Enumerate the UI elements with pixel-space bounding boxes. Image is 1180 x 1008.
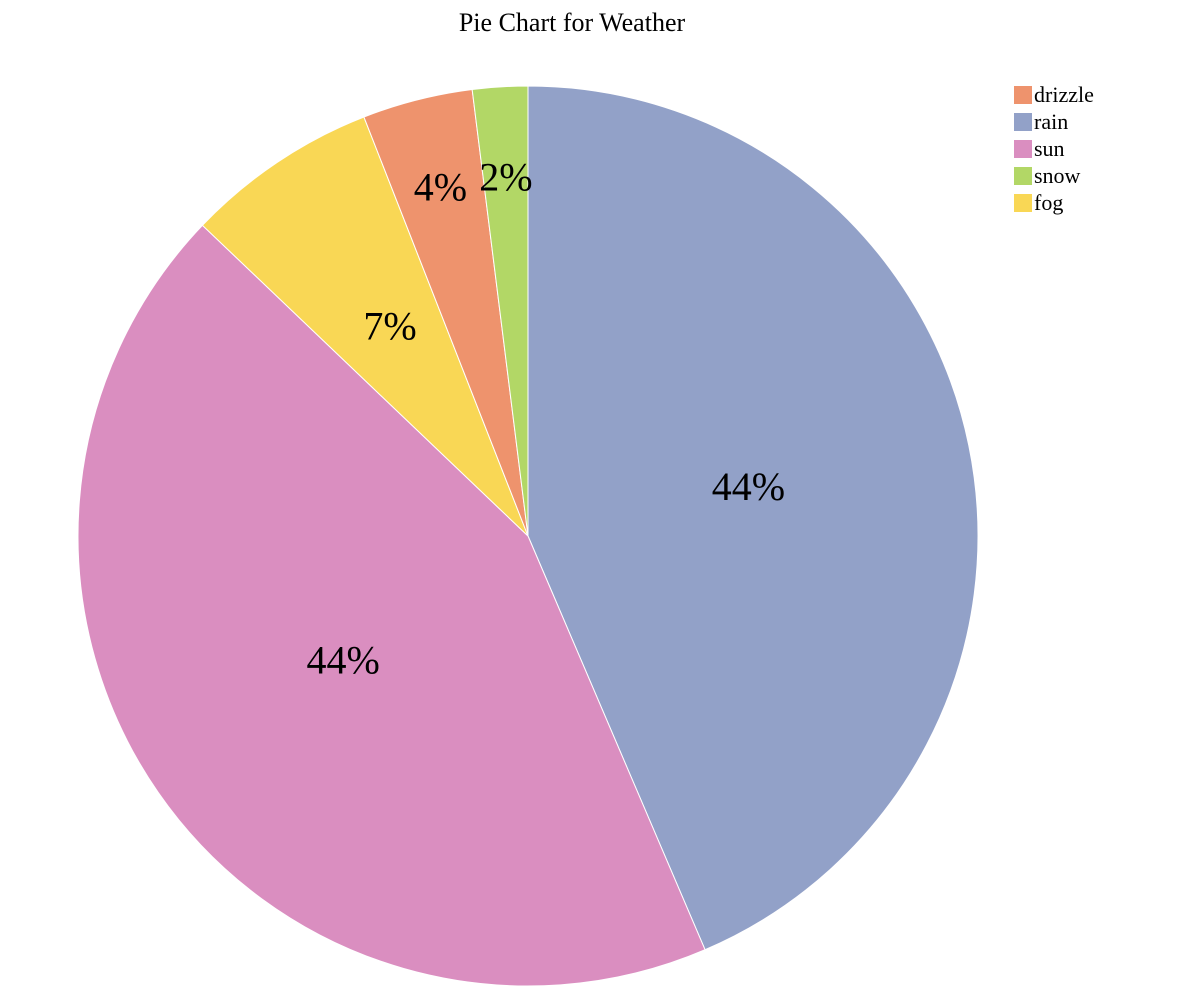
pie-slices: [77, 85, 979, 987]
pie-slice-rain: [527, 85, 979, 951]
pie-slice-labels: 44% 44% 7% 4% 2%: [306, 154, 785, 682]
chart-title: Pie Chart for Weather: [459, 8, 686, 37]
slice-label-snow: 2%: [479, 154, 532, 199]
legend-swatch-rain: [1014, 113, 1032, 131]
slice-label-sun: 44%: [306, 637, 379, 682]
slice-label-fog: 7%: [363, 304, 416, 349]
legend-label-snow: snow: [1034, 163, 1081, 188]
legend-label-drizzle: drizzle: [1034, 82, 1094, 107]
pie-slice-fog: [201, 116, 529, 537]
pie-slice-sun: [77, 224, 706, 987]
legend-swatch-sun: [1014, 140, 1032, 158]
legend-label-fog: fog: [1034, 190, 1063, 215]
pie-slice-snow: [471, 85, 529, 537]
legend-label-sun: sun: [1034, 136, 1065, 161]
legend-swatch-snow: [1014, 167, 1032, 185]
slice-label-drizzle: 4%: [414, 165, 467, 210]
slice-label-rain: 44%: [712, 464, 785, 509]
legend-label-rain: rain: [1034, 109, 1068, 134]
legend-swatch-fog: [1014, 194, 1032, 212]
legend-swatch-drizzle: [1014, 86, 1032, 104]
